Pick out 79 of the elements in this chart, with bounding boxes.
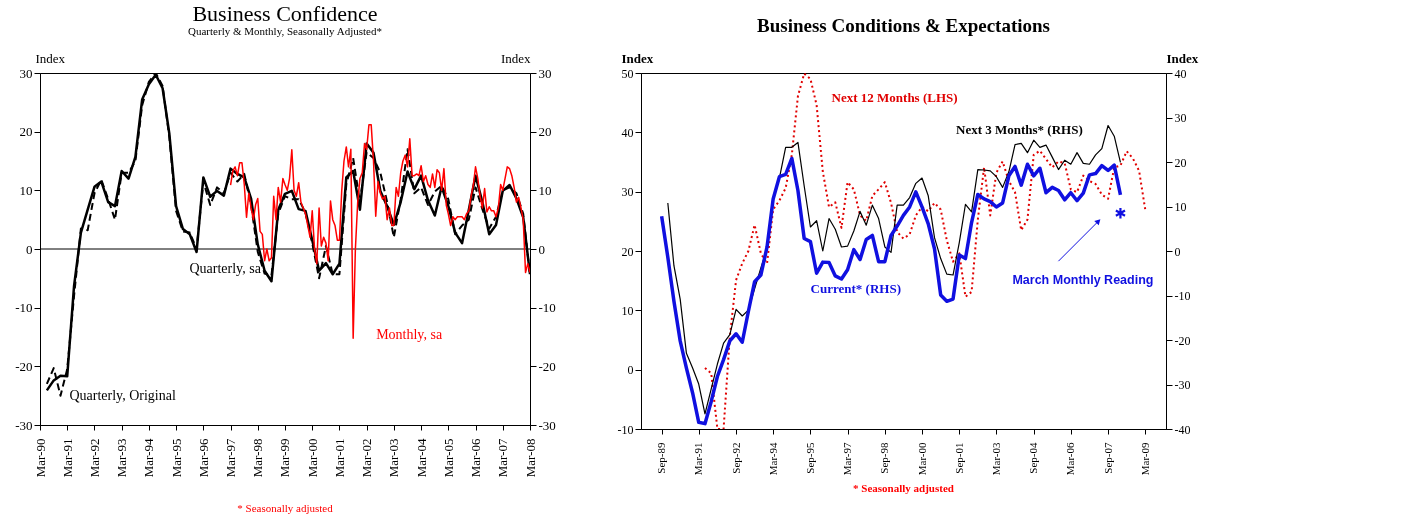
series-label: Current* (RHS) [810,280,901,296]
y-tick-label: -10 [617,422,634,437]
x-tick-label: Mar-06 [1064,442,1077,476]
x-tick-label: Mar-00 [915,442,928,476]
y2-tick-label: 40 [1174,66,1187,81]
x-tick-label: Mar-98 [250,438,266,478]
series-label: Monthly, sa [376,326,443,342]
x-tick-label: Mar-97 [223,438,239,478]
x-tick-label: Mar-91 [692,442,705,476]
x-tick-label: Mar-01 [331,438,347,478]
x-tick-label: Mar-93 [114,438,130,478]
y-tick-label: 10 [19,182,33,198]
x-tick-label: Mar-03 [989,442,1002,476]
y-tick-label: 30 [621,185,634,200]
y2-tick-label: 30 [1174,111,1187,125]
y2-tick-label: 10 [538,182,552,198]
y2-tick-label: 20 [1174,155,1187,170]
y-tick-label: 30 [19,65,33,81]
x-tick-label: Mar-02 [359,438,375,478]
y-tick-label: 20 [621,244,634,259]
x-tick-label: Sep-95 [803,442,816,474]
y2-axis-title: Index [500,50,531,66]
chart-title: Business Confidence [192,1,378,26]
x-tick-label: Mar-99 [277,438,293,478]
x-tick-label: Mar-94 [141,438,157,478]
y-tick-label: 10 [621,303,634,318]
y2-tick-label: -20 [1174,333,1191,348]
series-label: Next 3 Months* (RHS) [956,122,1083,138]
y-axis-title: Index [621,50,654,66]
y-tick-label: 50 [621,66,634,81]
y-tick-label: 0 [627,363,634,378]
series-label: Next 12 Months (LHS) [831,89,958,105]
x-tick-label: Mar-06 [468,438,484,478]
x-tick-label: Mar-90 [32,438,48,478]
y-tick-label: -20 [15,358,33,374]
x-tick-label: Sep-07 [1101,442,1114,474]
y-tick-label: 20 [19,124,33,140]
y-axis-title: Index [35,50,66,66]
series-label: Quarterly, sa [189,260,262,276]
x-tick-label: Mar-05 [440,438,456,478]
x-tick-label: Sep-01 [952,442,965,474]
x-tick-label: Mar-00 [304,438,320,478]
x-tick-label: Mar-97 [841,442,854,476]
x-tick-label: Sep-89 [655,442,668,474]
text: * Seasonally adjusted [237,502,334,514]
y-tick-label: 0 [26,241,33,257]
x-tick-label: Mar-91 [59,438,75,478]
y2-tick-label: -30 [1174,378,1191,392]
y2-tick-label: -20 [538,358,556,374]
annotation: March Monthly Reading [1012,273,1154,288]
y2-tick-label: -10 [1174,289,1191,303]
chart-subtitle: Quarterly & Monthly, Seasonally Adjusted* [188,25,382,37]
x-tick-label: Mar-07 [495,438,511,478]
x-tick-label: Mar-08 [522,438,538,478]
y2-tick-label: 20 [538,124,552,140]
series-label: Quarterly, Original [69,388,176,404]
chart-title: Business Conditions & Expectations [757,15,1050,36]
x-tick-label: Mar-95 [168,438,184,478]
y2-tick-label: 0 [1174,244,1181,259]
y2-tick-label: 0 [538,241,545,257]
x-tick-label: Mar-04 [413,438,429,478]
y-tick-label: 40 [621,125,634,140]
x-tick-label: Sep-04 [1027,442,1040,474]
y2-tick-label: 10 [1174,200,1187,214]
x-tick-label: Mar-94 [766,442,779,476]
y-tick-label: -30 [15,417,33,433]
y2-tick-label: -30 [538,417,556,433]
x-tick-label: Mar-92 [86,438,102,478]
x-tick-label: Mar-96 [195,438,211,478]
x-tick-label: Sep-92 [729,442,742,474]
text: * Seasonally adjusted [853,482,954,494]
x-tick-label: Sep-98 [878,442,891,474]
y2-axis-title: Index [1166,50,1199,66]
y-tick-label: -10 [15,300,33,316]
x-tick-label: Mar-03 [386,438,402,478]
y2-tick-label: -10 [538,300,556,316]
x-tick-label: Mar-09 [1138,442,1151,476]
y2-tick-label: -40 [1174,422,1191,437]
y2-tick-label: 30 [538,65,552,81]
